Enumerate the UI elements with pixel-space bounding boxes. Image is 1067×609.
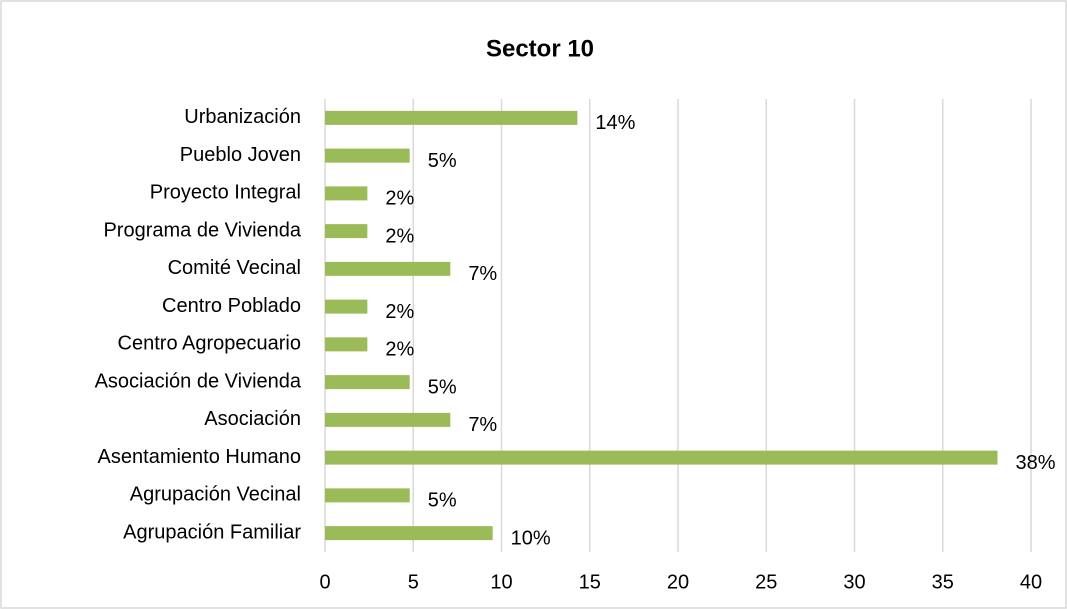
y-tick-label: Centro Agropecuario: [118, 333, 301, 355]
bar: [325, 186, 368, 201]
bar: [325, 450, 998, 465]
data-label: 2%: [385, 301, 414, 323]
x-tick-label: 30: [843, 571, 865, 593]
x-tick-label: 0: [319, 571, 330, 593]
data-label: 5%: [428, 490, 457, 512]
x-tick-label: 20: [667, 571, 689, 593]
y-tick-label: Comité Vecinal: [168, 257, 301, 279]
bar: [325, 110, 578, 125]
x-tick-label: 40: [1020, 571, 1042, 593]
data-label: 10%: [511, 527, 551, 549]
bar: [325, 148, 410, 163]
data-label: 2%: [385, 188, 414, 210]
x-tick-label: 5: [408, 571, 419, 593]
bar: [325, 337, 368, 352]
y-tick-label: Centro Poblado: [162, 295, 301, 317]
data-label: 2%: [385, 339, 414, 361]
bar: [325, 261, 451, 276]
y-tick-label: Asociación: [204, 408, 301, 430]
data-label: 5%: [428, 376, 457, 398]
y-tick-label: Asentamiento Humano: [98, 446, 301, 468]
x-tick-label: 25: [755, 571, 777, 593]
chart-title: Sector 10: [486, 35, 594, 62]
bar: [325, 224, 368, 239]
y-tick-label: Agrupación Familiar: [123, 521, 301, 543]
bar: [325, 299, 368, 314]
bar: [325, 526, 493, 541]
bar: [325, 375, 410, 390]
y-tick-label: Agrupación Vecinal: [130, 484, 301, 506]
x-tick-label: 35: [932, 571, 954, 593]
data-label: 7%: [468, 263, 497, 285]
data-label: 2%: [385, 225, 414, 247]
data-label: 14%: [595, 112, 635, 134]
y-tick-label: Pueblo Joven: [180, 144, 301, 166]
data-label: 5%: [428, 150, 457, 172]
bar: [325, 412, 451, 427]
y-tick-label: Programa de Vivienda: [103, 219, 301, 241]
y-tick-label: Asociación de Vivienda: [95, 370, 302, 392]
y-tick-label: Urbanización: [184, 106, 301, 128]
x-tick-label: 10: [490, 571, 512, 593]
y-tick-label: Proyecto Integral: [150, 182, 301, 204]
data-label: 7%: [468, 414, 497, 436]
bar: [325, 488, 410, 503]
x-tick-label: 15: [579, 571, 601, 593]
data-label: 38%: [1015, 452, 1055, 474]
